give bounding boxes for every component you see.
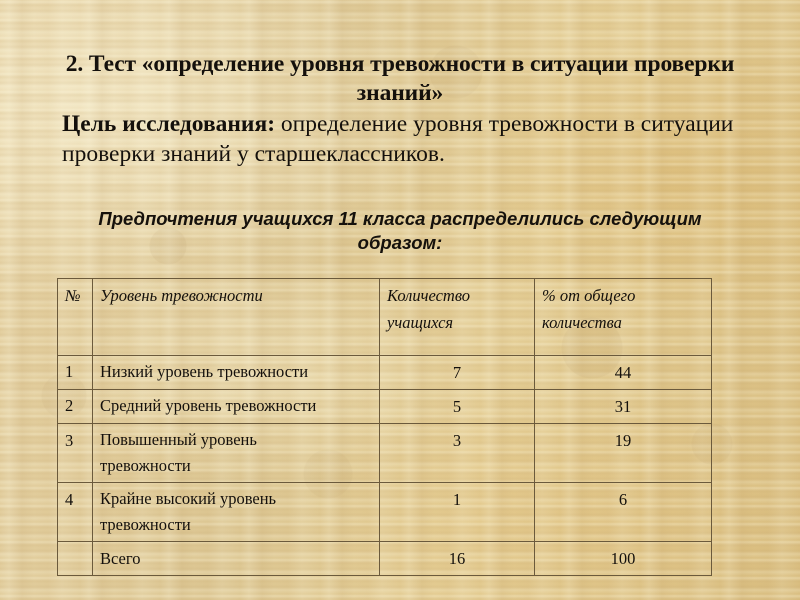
row-count: 3: [379, 423, 535, 483]
header-cell-number: №: [57, 278, 93, 356]
row-level: Средний уровень тревожности: [92, 389, 380, 424]
table-row: 3 Повышенный уровень тревожности 3 19: [57, 423, 712, 483]
header-cell-level: Уровень тревожности: [92, 278, 380, 356]
row-2-number: 2: [65, 396, 74, 415]
header-cell-count: Количество учащихся: [379, 278, 535, 356]
row-count: 7: [379, 355, 535, 390]
table-row: 1 Низкий уровень тревожности 7 44: [57, 355, 712, 390]
subtitle: Предпочтения учащихся 11 класса распреде…: [80, 207, 720, 255]
row-3-level-line-2: тревожности: [100, 456, 191, 475]
row-level: Крайне высокий уровень тревожности: [92, 482, 380, 542]
row-percent: 19: [534, 423, 712, 483]
table-header-row: № Уровень тревожности Количество учащихс…: [57, 278, 712, 356]
row-level: Низкий уровень тревожности: [92, 355, 380, 390]
row-percent: 44: [534, 355, 712, 390]
total-number-value: [58, 542, 92, 548]
total-percent-cell: 100: [534, 541, 712, 576]
header-level-label: Уровень тревожности: [100, 286, 263, 305]
aim-label: Цель исследования:: [62, 111, 276, 137]
subtitle-line-1: Предпочтения учащихся 11 класса распреде…: [98, 208, 585, 229]
header-percent-label-line-1: % от общего: [542, 286, 636, 305]
row-1-percent: 44: [614, 363, 632, 382]
header-count-label-line-2: учащихся: [387, 313, 454, 332]
row-number: 4: [57, 482, 93, 542]
total-number: [57, 541, 93, 576]
total-count: 16: [448, 549, 466, 568]
title-block: 2. Тест «определение уровня тревожности …: [62, 50, 738, 169]
table-row: 2 Средний уровень тревожности 5 31: [57, 389, 712, 424]
header-cell-percent: % от общего количества: [534, 278, 712, 356]
row-3-level-line-1: Повышенный уровень: [100, 430, 257, 449]
row-3-number: 3: [65, 431, 74, 450]
row-4-count: 1: [452, 490, 462, 509]
row-count: 5: [379, 389, 535, 424]
row-number: 3: [57, 423, 93, 483]
row-percent: 6: [534, 482, 712, 542]
total-count-cell: 16: [379, 541, 535, 576]
table-total-row: Всего 16 100: [57, 541, 712, 576]
total-label: Всего: [100, 549, 141, 568]
row-count: 1: [379, 482, 535, 542]
table-row: 4 Крайне высокий уровень тревожности 1 6: [57, 482, 712, 542]
row-number: 1: [57, 355, 93, 390]
header-percent-label-line-2: количества: [542, 313, 622, 332]
row-3-count: 3: [452, 431, 462, 450]
anxiety-level-table: № Уровень тревожности Количество учащихс…: [57, 278, 712, 576]
row-4-number: 4: [65, 490, 74, 509]
row-level: Повышенный уровень тревожности: [92, 423, 380, 483]
page-title: 2. Тест «определение уровня тревожности …: [62, 50, 738, 108]
row-4-level-line-2: тревожности: [100, 515, 191, 534]
row-3-percent: 19: [614, 431, 632, 450]
header-number-label: №: [65, 286, 81, 305]
row-2-percent: 31: [614, 397, 632, 416]
row-percent: 31: [534, 389, 712, 424]
row-1-number: 1: [65, 362, 74, 381]
header-count-label-line-1: Количество: [387, 286, 471, 305]
row-4-percent: 6: [618, 490, 628, 509]
row-number: 2: [57, 389, 93, 424]
row-1-level: Низкий уровень тревожности: [100, 362, 309, 381]
total-percent: 100: [610, 549, 636, 568]
row-4-level-line-1: Крайне высокий уровень: [100, 489, 277, 508]
aim-paragraph: Цель исследования: определение уровня тр…: [62, 108, 738, 169]
total-label-cell: Всего: [92, 541, 380, 576]
page-title-line-1: 2. Тест «определение уровня тревожности …: [65, 51, 629, 77]
row-1-count: 7: [452, 363, 462, 382]
row-2-level: Средний уровень тревожности: [100, 396, 317, 415]
row-2-count: 5: [452, 397, 462, 416]
data-table-wrapper: № Уровень тревожности Количество учащихс…: [57, 278, 712, 576]
